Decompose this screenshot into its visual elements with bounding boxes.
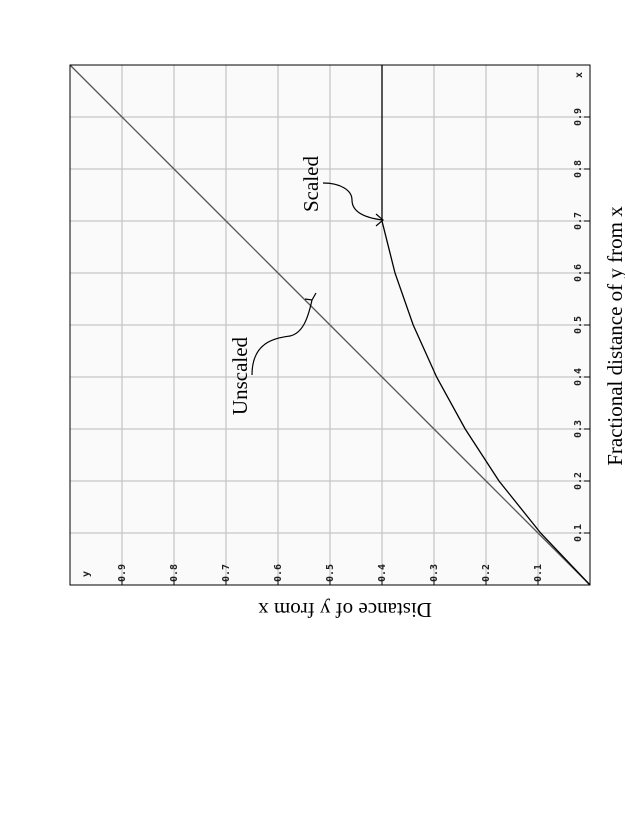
annotation-arrowhead	[304, 292, 317, 301]
series-annotation: Unscaled	[228, 336, 252, 415]
x-tick-label: 0.4	[573, 368, 584, 386]
y-tick-label: 0.3	[429, 564, 440, 582]
series-line	[381, 65, 591, 586]
x-tick-label: 0.8	[573, 160, 584, 178]
y-tick-label: 0.8	[169, 564, 180, 582]
annotation-arrow	[251, 299, 313, 376]
y-tick-label: 0.9	[117, 564, 128, 582]
y-axis-name: y	[81, 571, 92, 577]
series-annotation: Scaled	[299, 156, 323, 212]
marks	[69, 64, 591, 586]
y-tick-label: 0.2	[481, 564, 492, 582]
x-axis-label: Fractional distance of y from x	[603, 206, 625, 466]
y-tick-label: 0.4	[377, 564, 388, 582]
series-line	[69, 64, 591, 586]
y-tick-label: 0.6	[273, 564, 284, 582]
y-axis-label: Distance of y from x	[258, 598, 432, 622]
x-tick-label: 0.1	[573, 524, 584, 542]
x-tick-label: 0.2	[573, 472, 584, 490]
y-tick-label: 0.7	[221, 564, 232, 582]
y-tick-label: 0.5	[325, 564, 336, 582]
x-tick-label: 0.3	[573, 420, 584, 438]
annotation-arrow	[322, 182, 384, 221]
x-tick-label: 0.5	[573, 316, 584, 334]
x-tick-label: 0.9	[573, 108, 584, 126]
y-tick-label: 0.1	[533, 564, 544, 582]
plot-frame	[69, 64, 591, 586]
grid	[70, 65, 590, 585]
annotation-arrowhead	[375, 213, 384, 227]
x-tick-label: 0.7	[573, 212, 584, 230]
x-tick-label: 0.6	[573, 264, 584, 282]
x-axis-name: x	[574, 72, 585, 78]
